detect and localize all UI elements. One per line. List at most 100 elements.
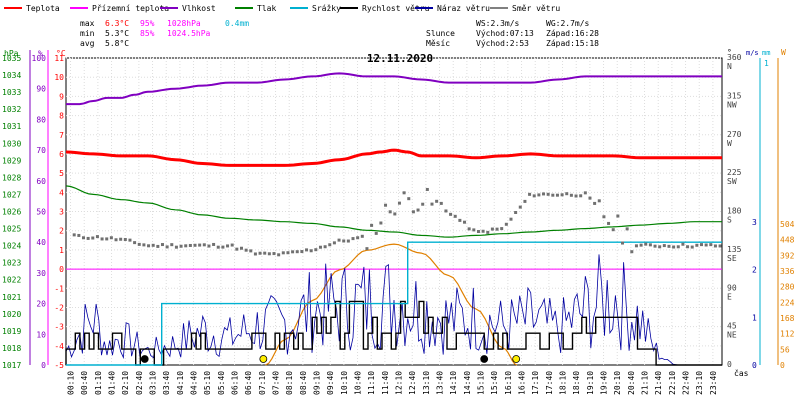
wind-dir-point <box>611 228 615 232</box>
legend-label: Vlhkost <box>182 4 216 13</box>
x-tick-label: 13:10 <box>422 371 431 395</box>
percent-tick-label: 40 <box>36 238 46 247</box>
wind-dir-point <box>565 192 569 196</box>
wind-dir-point <box>77 233 81 237</box>
pressure-line <box>65 185 722 238</box>
direction-tick-label: 270 <box>727 130 742 139</box>
wind-dir-point <box>476 230 480 234</box>
wm2-tick-label: 280 <box>780 283 795 292</box>
wind-dir-point <box>393 212 397 216</box>
x-tick-label: 16:40 <box>518 371 527 395</box>
wind-dir-point <box>137 242 141 246</box>
wind-dir-point <box>463 220 467 224</box>
wind-dir-point <box>644 242 648 246</box>
wind-dir-point <box>314 248 318 252</box>
wind-dir-point <box>305 248 309 252</box>
wind-dir-point <box>370 223 374 227</box>
wind-dir-point <box>588 196 592 200</box>
direction-label: NW <box>727 100 737 109</box>
wind-dir-point <box>346 239 350 243</box>
wind-dir-point <box>170 243 174 247</box>
percent-tick-label: 80 <box>36 115 46 124</box>
chart-axes: 00:10 00:40 01:10 01:40 02:10 02:40 03:10 03:40… <box>2 48 795 395</box>
x-tick-label: 05:10 <box>203 371 212 395</box>
wind-dir-point <box>230 243 234 247</box>
wind-dir-point <box>500 227 504 231</box>
direction-tick-label: 135 <box>727 245 742 254</box>
wind-dir-point <box>184 244 188 248</box>
wind-dir-point <box>602 215 606 219</box>
hpa-tick-label: 1032 <box>2 105 21 114</box>
wind-dir-point <box>226 244 230 248</box>
wind-dir-point <box>216 245 220 249</box>
wind-dir-point <box>221 245 225 249</box>
hpa-tick-label: 1031 <box>2 122 21 131</box>
celsius-tick-label: 10 <box>54 73 64 82</box>
legend-label: Směr větru <box>512 4 560 13</box>
wind-dir-point <box>551 193 555 197</box>
wm2-tick-label: 336 <box>780 267 795 276</box>
wind-dir-point <box>504 222 508 226</box>
wind-dir-point <box>277 253 281 257</box>
percent-tick-label: 10 <box>36 330 46 339</box>
x-tick-label: 02:40 <box>135 371 144 395</box>
stats-rain: 0.4mm <box>225 19 249 28</box>
wind-dir-point <box>174 245 178 249</box>
wind-dir-point <box>435 199 439 203</box>
x-tick-label: 05:40 <box>217 371 226 395</box>
direction-label: N <box>727 62 732 71</box>
wind-dir-point <box>207 244 211 248</box>
x-tick-label: 18:10 <box>559 371 568 395</box>
wind-dir-point <box>430 202 434 206</box>
wind-dir-point <box>91 236 95 240</box>
wind-dir-point <box>128 238 132 242</box>
hpa-tick-label: 1029 <box>2 156 21 165</box>
x-tick-label: 19:10 <box>586 371 595 395</box>
x-tick-label: 08:40 <box>299 371 308 395</box>
direction-tick-label: 180 <box>727 207 742 216</box>
x-tick-label: 00:40 <box>80 371 89 395</box>
hpa-tick-label: 1030 <box>2 139 21 148</box>
wind-dir-point <box>490 227 494 231</box>
celsius-tick-label: 1 <box>59 246 64 255</box>
x-tick-label: 14:40 <box>463 371 472 395</box>
percent-tick-label: 0 <box>41 361 46 370</box>
hpa-tick-label: 1017 <box>2 361 21 370</box>
x-tick-label: 11:10 <box>367 371 376 395</box>
moon-rise-marker <box>140 355 149 363</box>
ms-tick-label: 0 <box>752 361 757 370</box>
x-tick-label: 23:40 <box>709 371 718 395</box>
solar-line <box>265 243 518 366</box>
wm2-tick-label: 392 <box>780 251 795 260</box>
celsius-tick-label: 0 <box>59 265 64 274</box>
wind-dir-point <box>700 243 703 247</box>
wind-dir-point <box>597 199 601 203</box>
wind-dir-point <box>658 245 662 249</box>
chart-legend: Teplota Přízemní teplota Vlhkost Tlak Srážky… <box>4 4 560 13</box>
wind-dir-point <box>193 243 197 247</box>
wind-dir-point <box>151 243 155 247</box>
wind-dir-point <box>630 250 634 254</box>
percent-tick-label: 50 <box>36 208 46 217</box>
wind-dir-point <box>351 237 355 241</box>
direction-unit: ° <box>727 48 732 57</box>
stats-moon-label: Měsíc <box>426 39 450 48</box>
chart-grid <box>65 57 723 366</box>
wind-dir-point <box>690 245 694 249</box>
wind-dir-point <box>528 192 532 196</box>
direction-tick-label: 90 <box>727 283 737 292</box>
wm2-tick-label: 168 <box>780 314 795 323</box>
x-tick-label: 03:10 <box>149 371 158 395</box>
wind-dir-point <box>481 229 485 233</box>
wm2-tick-label: 448 <box>780 236 795 245</box>
wind-dir-point <box>156 244 160 248</box>
wind-dir-point <box>686 245 690 249</box>
stats-moon-rise: Východ:2:53 <box>476 39 529 48</box>
stats-sun-label: Slunce <box>426 29 455 38</box>
x-tick-label: 09:10 <box>313 371 322 395</box>
direction-tick-label: 0 <box>727 360 732 369</box>
stats-temp: 5.3°C <box>105 29 129 38</box>
wind-dir-point <box>546 192 550 196</box>
wind-dir-point <box>342 239 346 243</box>
mm-tick-label: 1 <box>764 59 769 68</box>
